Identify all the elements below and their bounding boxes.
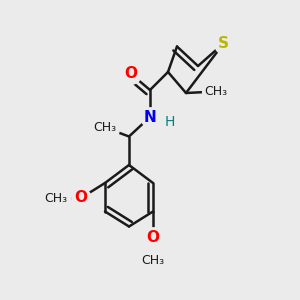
Text: N: N — [144, 110, 156, 124]
Text: CH₃: CH₃ — [44, 191, 67, 205]
Text: H: H — [164, 116, 175, 129]
Text: O: O — [146, 230, 160, 244]
Text: CH₃: CH₃ — [93, 121, 117, 134]
Text: CH₃: CH₃ — [204, 85, 228, 98]
Text: S: S — [218, 36, 229, 51]
Text: O: O — [124, 66, 137, 81]
Text: CH₃: CH₃ — [141, 254, 165, 268]
Text: O: O — [74, 190, 88, 206]
